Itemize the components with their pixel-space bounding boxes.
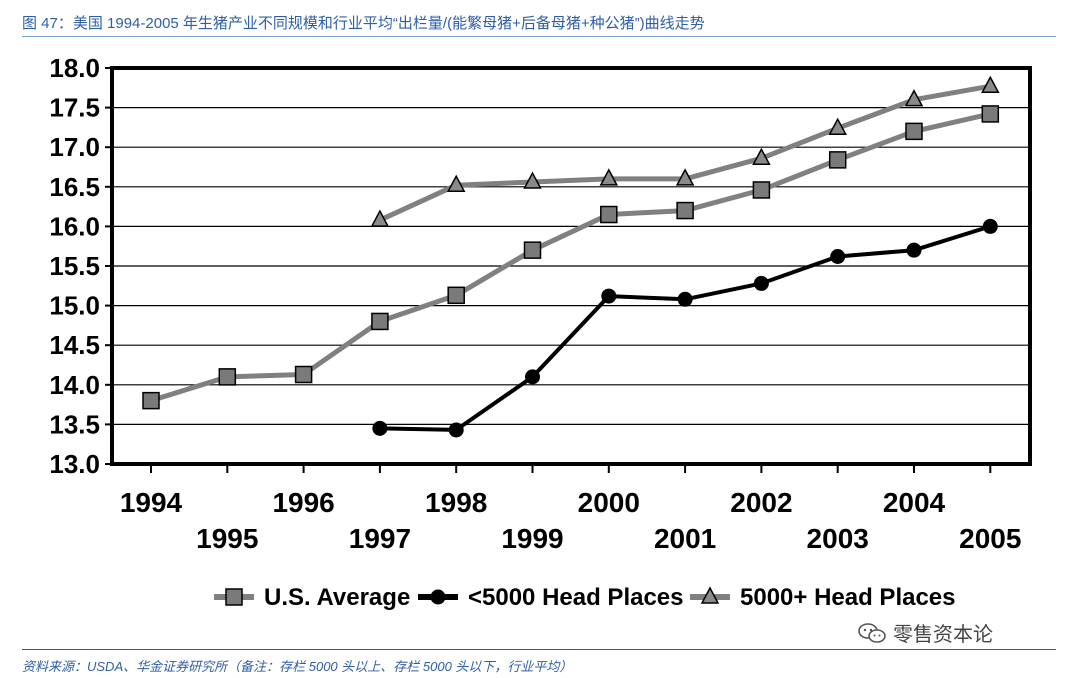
data-point-series-2 xyxy=(372,420,388,436)
line-chart: 13.0 13.5 14.0 14.5 15.0 15.5 16.0 16.5 17.0 17.5… xyxy=(49,53,1032,611)
data-point-series-3 xyxy=(904,89,924,107)
series-line-2 xyxy=(379,224,991,432)
plot-border xyxy=(110,66,1032,466)
data-point-series-2 xyxy=(830,248,846,264)
legend-label-1: U.S. Average xyxy=(264,584,410,611)
y-tick-label: 18.0 xyxy=(49,53,100,83)
x-tick-label: 2000 xyxy=(578,487,640,518)
legend-marker-3 xyxy=(700,586,720,604)
data-point-series-2 xyxy=(906,242,922,258)
data-point-series-3 xyxy=(981,75,1000,93)
legend-label-2: <5000 Head Places xyxy=(468,584,684,611)
data-point-series-2 xyxy=(677,291,693,307)
wechat-icon xyxy=(858,622,886,643)
data-point-series-2 xyxy=(448,422,464,438)
data-point-series-1 xyxy=(905,122,923,141)
data-point-series-2 xyxy=(525,369,540,385)
data-point-series-1 xyxy=(218,368,237,386)
data-point-series-2 xyxy=(753,275,769,291)
series-line-3 xyxy=(378,83,991,223)
source-note: 资料来源：USDA、华金证券研究所（备注：存栏 5000 头以上、存栏 5000… xyxy=(22,659,573,674)
data-point-series-1 xyxy=(371,312,389,331)
data-point-series-1 xyxy=(294,365,313,384)
source-divider xyxy=(22,649,1056,650)
data-point-series-3 xyxy=(599,168,619,186)
watermark-text: 零售资本论 xyxy=(893,624,993,646)
y-tick-label: 14.0 xyxy=(49,370,100,400)
data-point-series-1 xyxy=(523,241,542,259)
x-tick-label: 1996 xyxy=(272,487,334,518)
x-tick-label: 1994 xyxy=(120,487,183,518)
x-tick-label: 2002 xyxy=(730,487,792,518)
data-point-series-1 xyxy=(447,286,465,305)
data-point-series-1 xyxy=(752,181,771,199)
data-point-series-1 xyxy=(676,201,694,220)
x-tick-label: 1995 xyxy=(196,523,258,554)
y-tick-label: 14.5 xyxy=(49,330,100,360)
data-point-series-3 xyxy=(523,171,542,189)
y-tick-label: 17.0 xyxy=(49,132,100,162)
legend-label-3: 5000+ Head Places xyxy=(740,584,956,611)
legend-marker-2 xyxy=(430,589,446,605)
data-point-series-3 xyxy=(828,117,847,135)
x-tick-label: 1998 xyxy=(425,487,487,518)
data-point-series-3 xyxy=(675,168,695,186)
x-tick-label: 1999 xyxy=(501,523,563,554)
y-tick-label: 13.0 xyxy=(49,449,100,479)
title-divider xyxy=(22,36,1056,37)
data-point-series-3 xyxy=(446,174,466,192)
data-point-series-1 xyxy=(828,151,847,169)
data-point-series-2 xyxy=(982,218,998,234)
x-tick-label: 2001 xyxy=(654,523,716,554)
y-tick-label: 17.5 xyxy=(49,93,100,123)
data-point-series-1 xyxy=(981,105,1000,123)
data-point-series-2 xyxy=(601,288,617,304)
y-tick-label: 15.0 xyxy=(49,291,100,321)
x-tick-label: 2003 xyxy=(807,523,869,554)
y-tick-label: 15.5 xyxy=(49,251,100,281)
series-line-1 xyxy=(150,111,991,403)
data-point-series-1 xyxy=(142,391,160,410)
y-tick-label: 13.5 xyxy=(49,409,100,439)
x-tick-label: 2005 xyxy=(959,523,1021,554)
data-point-series-3 xyxy=(370,209,390,227)
x-tick-label: 1997 xyxy=(349,523,411,554)
x-tick-label: 2004 xyxy=(883,487,946,518)
legend-marker-1 xyxy=(225,588,243,606)
y-tick-label: 16.5 xyxy=(49,172,100,202)
data-point-series-3 xyxy=(752,147,771,166)
watermark: 零售资本论 xyxy=(857,618,993,647)
figure-title: 图 47：美国 1994-2005 年生猪产业不同规模和行业平均“出栏量/(能繁… xyxy=(22,15,705,32)
y-tick-label: 16.0 xyxy=(49,211,100,241)
data-point-series-1 xyxy=(600,205,618,224)
